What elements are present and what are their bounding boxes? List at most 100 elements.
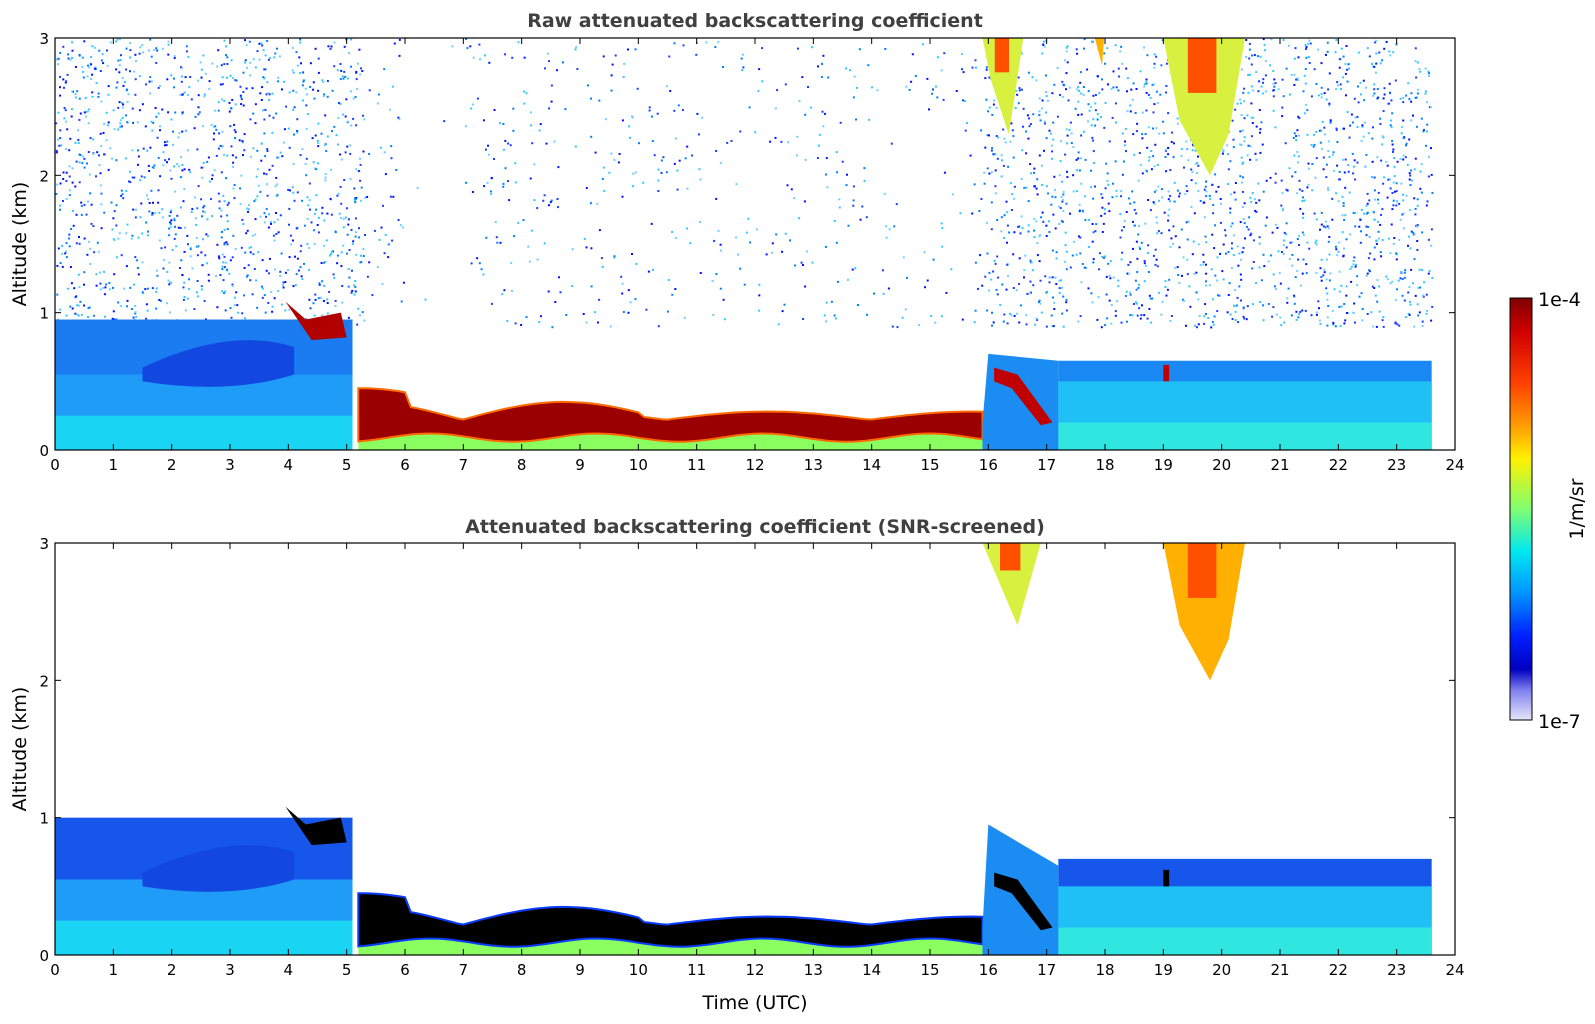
noise-pixel	[1381, 239, 1384, 241]
noise-pixel	[1077, 100, 1080, 103]
noise-pixel	[66, 73, 69, 76]
noise-pixel	[397, 116, 400, 119]
noise-pixel	[96, 241, 99, 244]
noise-pixel	[1186, 148, 1189, 151]
noise-pixel	[1227, 168, 1230, 171]
noise-pixel	[282, 141, 285, 144]
noise-pixel	[470, 107, 473, 110]
noise-pixel	[1150, 321, 1153, 324]
x-tick-label: 6	[400, 961, 410, 979]
noise-pixel	[1340, 47, 1343, 50]
x-tick-label: 18	[1095, 961, 1114, 979]
noise-pixel	[1365, 153, 1368, 156]
noise-pixel	[996, 293, 999, 296]
noise-pixel	[224, 290, 227, 293]
noise-pixel	[88, 240, 91, 243]
noise-pixel	[359, 179, 362, 182]
noise-pixel	[392, 195, 395, 198]
noise-pixel	[590, 285, 593, 288]
noise-pixel	[816, 157, 819, 159]
noise-pixel	[1246, 305, 1249, 308]
noise-pixel	[113, 210, 116, 213]
noise-pixel	[270, 221, 272, 223]
noise-pixel	[323, 93, 326, 96]
noise-pixel	[780, 140, 783, 143]
noise-pixel	[204, 254, 207, 257]
noise-pixel	[292, 285, 295, 288]
noise-pixel	[196, 148, 199, 151]
noise-pixel	[150, 55, 153, 58]
noise-pixel	[331, 130, 333, 133]
noise-pixel	[115, 318, 118, 321]
noise-pixel	[1150, 150, 1153, 152]
noise-pixel	[715, 150, 718, 152]
noise-pixel	[296, 130, 299, 133]
screened-panel-ylabel: Altitude (km)	[9, 687, 31, 812]
noise-pixel	[1104, 187, 1107, 190]
noise-pixel	[120, 304, 123, 307]
noise-pixel	[601, 265, 604, 268]
noise-pixel	[1076, 52, 1079, 55]
noise-pixel	[476, 257, 479, 260]
noise-pixel	[660, 171, 663, 174]
noise-pixel	[222, 279, 225, 282]
noise-pixel	[1407, 312, 1410, 315]
noise-pixel	[1258, 199, 1261, 202]
noise-pixel	[318, 283, 321, 286]
noise-pixel	[1016, 93, 1019, 96]
noise-pixel	[1274, 126, 1277, 129]
noise-pixel	[279, 151, 282, 154]
noise-pixel	[1340, 88, 1342, 90]
noise-pixel	[340, 202, 343, 205]
noise-pixel	[155, 61, 158, 64]
noise-pixel	[1250, 232, 1253, 235]
noise-pixel	[336, 194, 339, 197]
noise-pixel	[472, 56, 475, 59]
noise-pixel	[1306, 241, 1309, 244]
noise-pixel	[1405, 144, 1407, 147]
noise-pixel	[261, 296, 264, 299]
x-tick-label: 4	[284, 456, 294, 474]
noise-pixel	[70, 115, 73, 118]
noise-pixel	[1204, 185, 1207, 188]
noise-pixel	[201, 176, 204, 179]
noise-pixel	[985, 66, 988, 69]
noise-pixel	[1346, 111, 1349, 113]
noise-pixel	[100, 227, 103, 230]
noise-pixel	[1005, 200, 1008, 203]
noise-pixel	[695, 53, 698, 56]
noise-pixel	[1043, 40, 1045, 43]
noise-pixel	[159, 84, 162, 87]
noise-pixel	[1129, 293, 1132, 296]
noise-pixel	[133, 176, 136, 179]
noise-pixel	[538, 321, 541, 324]
noise-pixel	[1075, 158, 1078, 161]
noise-pixel	[1371, 176, 1373, 179]
noise-pixel	[969, 154, 972, 157]
noise-pixel	[362, 150, 365, 153]
noise-pixel	[1033, 229, 1035, 232]
noise-pixel	[289, 189, 291, 192]
noise-pixel	[342, 113, 345, 116]
noise-pixel	[996, 255, 999, 258]
noise-pixel	[1386, 196, 1389, 199]
noise-pixel	[1066, 134, 1069, 137]
noise-pixel	[313, 242, 316, 245]
colorbar-min-label: 1e-7	[1538, 711, 1581, 733]
noise-pixel	[1341, 231, 1344, 234]
noise-pixel	[1293, 294, 1296, 297]
noise-pixel	[1012, 156, 1015, 159]
noise-pixel	[1335, 39, 1338, 41]
noise-pixel	[1058, 174, 1061, 177]
noise-pixel	[398, 118, 401, 121]
noise-pixel	[78, 97, 81, 100]
noise-pixel	[1389, 119, 1392, 122]
noise-pixel	[300, 275, 303, 278]
noise-pixel	[1153, 165, 1156, 168]
noise-pixel	[1251, 303, 1254, 306]
noise-pixel	[507, 142, 510, 145]
noise-pixel	[1062, 193, 1065, 196]
noise-pixel	[268, 168, 271, 171]
noise-pixel	[301, 148, 304, 151]
noise-pixel	[1332, 321, 1335, 324]
